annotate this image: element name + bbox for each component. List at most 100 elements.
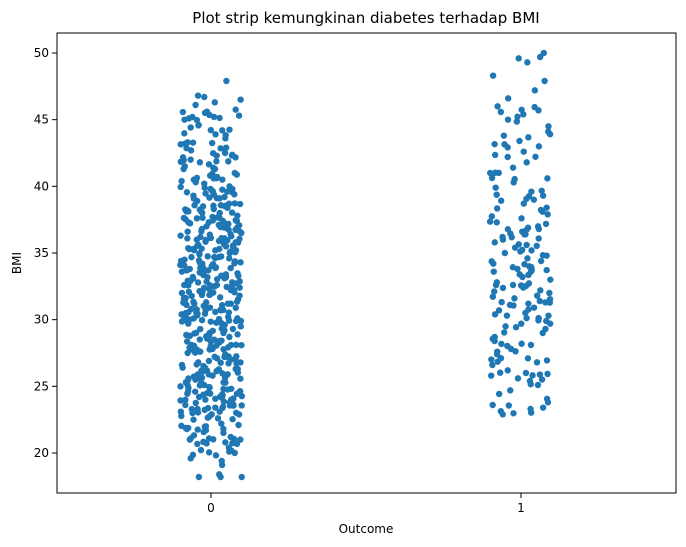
data-point-outcome-1 (511, 175, 518, 183)
data-point-outcome-0 (236, 284, 243, 291)
data-point-outcome-1 (497, 408, 505, 415)
data-point-outcome-0 (205, 357, 213, 365)
data-point-outcome-0 (197, 264, 204, 272)
data-point-outcome-0 (238, 341, 245, 349)
data-point-outcome-1 (523, 159, 530, 166)
x-tick-label: 1 (517, 501, 525, 515)
y-axis-label: BMI (10, 252, 24, 274)
data-point-outcome-0 (234, 331, 241, 338)
data-point-outcome-0 (181, 281, 188, 289)
data-point-outcome-1 (497, 197, 505, 204)
data-point-outcome-1 (497, 354, 505, 362)
data-point-outcome-1 (491, 311, 499, 318)
data-point-outcome-0 (219, 127, 226, 134)
data-point-outcome-0 (213, 158, 220, 165)
data-point-outcome-0 (199, 203, 207, 210)
data-point-outcome-0 (190, 416, 197, 423)
data-point-outcome-0 (181, 130, 188, 137)
data-point-outcome-1 (504, 153, 511, 161)
data-point-outcome-0 (234, 212, 241, 219)
data-point-outcome-1 (523, 241, 530, 249)
data-point-outcome-0 (207, 343, 214, 350)
data-point-outcome-0 (193, 306, 200, 313)
data-point-outcome-1 (494, 348, 501, 355)
data-point-outcome-0 (196, 336, 203, 343)
data-point-outcome-1 (498, 340, 505, 348)
data-point-outcome-0 (222, 131, 229, 139)
data-point-outcome-0 (221, 193, 228, 201)
data-point-outcome-1 (535, 315, 542, 322)
data-point-outcome-0 (223, 188, 231, 195)
y-tick-label: 30 (34, 313, 49, 327)
data-point-outcome-0 (185, 208, 192, 215)
data-point-outcome-0 (210, 202, 217, 209)
data-point-outcome-1 (491, 140, 498, 148)
data-point-outcome-0 (192, 399, 199, 407)
data-point-outcome-0 (207, 318, 214, 325)
data-point-outcome-0 (197, 325, 204, 333)
data-point-outcome-0 (222, 351, 229, 358)
data-point-outcome-1 (505, 95, 512, 102)
data-point-outcome-0 (196, 159, 204, 166)
data-point-outcome-1 (518, 320, 525, 327)
data-point-outcome-0 (194, 92, 202, 99)
data-point-outcome-1 (512, 323, 520, 331)
data-point-outcome-0 (192, 388, 199, 395)
data-point-outcome-0 (232, 341, 240, 349)
data-point-outcome-0 (182, 396, 189, 403)
data-point-outcome-0 (231, 191, 238, 198)
data-point-outcome-0 (219, 176, 226, 183)
data-point-outcome-0 (182, 140, 189, 147)
data-point-outcome-0 (233, 171, 241, 178)
data-point-outcome-0 (237, 436, 244, 443)
data-point-outcome-1 (511, 295, 518, 302)
data-point-outcome-1 (525, 300, 532, 307)
data-point-outcome-1 (494, 103, 501, 110)
data-point-outcome-1 (534, 381, 542, 389)
data-point-outcome-1 (504, 226, 512, 233)
data-point-outcome-0 (209, 217, 217, 224)
data-point-outcome-0 (227, 264, 234, 272)
data-point-outcome-1 (528, 247, 535, 254)
data-point-outcome-1 (507, 387, 514, 394)
data-point-outcome-0 (206, 194, 213, 201)
data-point-outcome-0 (209, 187, 216, 195)
data-point-outcome-0 (213, 173, 221, 181)
data-point-outcome-0 (216, 195, 223, 202)
data-point-outcome-0 (235, 272, 242, 280)
data-point-outcome-1 (520, 200, 527, 207)
data-point-outcome-0 (224, 386, 231, 393)
data-point-outcome-0 (232, 365, 239, 373)
data-point-outcome-0 (235, 112, 243, 119)
data-point-outcome-0 (212, 131, 219, 138)
data-point-outcome-1 (518, 340, 525, 347)
y-axis: 20 25 30 35 40 45 50 (34, 46, 57, 460)
data-point-outcome-1 (535, 235, 542, 242)
data-point-outcome-0 (201, 184, 208, 191)
data-point-outcome-1 (518, 106, 525, 113)
data-point-outcome-0 (212, 247, 219, 254)
data-point-outcome-0 (218, 420, 225, 427)
data-point-outcome-0 (211, 99, 218, 106)
data-point-outcome-1 (529, 372, 536, 379)
data-point-outcome-0 (177, 232, 184, 239)
data-point-outcome-0 (212, 308, 219, 316)
data-point-outcome-1 (504, 367, 511, 374)
data-point-outcome-0 (181, 262, 188, 269)
data-point-outcome-1 (489, 335, 496, 343)
data-point-outcome-0 (178, 177, 185, 185)
data-point-outcome-0 (187, 156, 194, 163)
data-point-outcome-0 (222, 144, 230, 151)
data-point-outcome-0 (216, 114, 223, 122)
data-point-outcome-1 (525, 134, 532, 141)
data-point-outcome-1 (536, 371, 544, 378)
data-point-outcome-0 (190, 195, 198, 202)
data-point-outcome-0 (226, 333, 233, 341)
data-point-outcome-0 (234, 315, 241, 322)
data-point-outcome-0 (238, 392, 246, 400)
data-point-outcome-0 (178, 289, 186, 297)
data-point-outcome-0 (226, 402, 234, 409)
data-point-outcome-0 (205, 161, 213, 168)
data-point-outcome-1 (528, 188, 535, 195)
